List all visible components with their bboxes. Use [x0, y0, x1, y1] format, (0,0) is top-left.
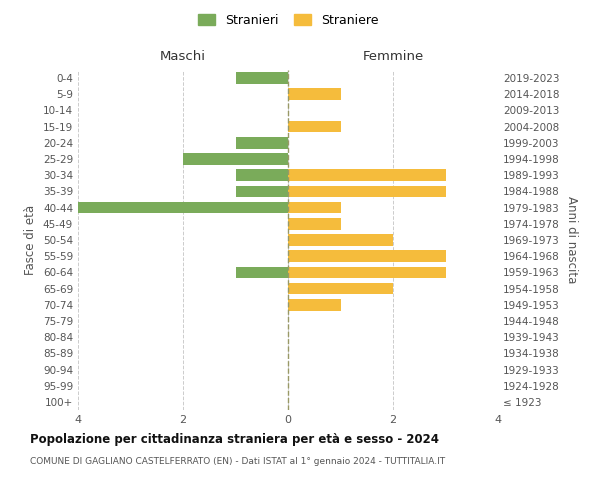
Bar: [288, 250, 445, 262]
Text: Femmine: Femmine: [362, 50, 424, 63]
Bar: [288, 88, 341, 100]
Bar: [288, 218, 341, 230]
Bar: [235, 186, 288, 198]
Bar: [78, 202, 288, 213]
Bar: [235, 266, 288, 278]
Bar: [288, 202, 341, 213]
Text: Popolazione per cittadinanza straniera per età e sesso - 2024: Popolazione per cittadinanza straniera p…: [30, 432, 439, 446]
Bar: [288, 234, 393, 246]
Y-axis label: Fasce di età: Fasce di età: [25, 205, 37, 275]
Y-axis label: Anni di nascita: Anni di nascita: [565, 196, 578, 284]
Bar: [288, 299, 341, 310]
Text: COMUNE DI GAGLIANO CASTELFERRATO (EN) - Dati ISTAT al 1° gennaio 2024 - TUTTITAL: COMUNE DI GAGLIANO CASTELFERRATO (EN) - …: [30, 458, 445, 466]
Bar: [288, 170, 445, 181]
Bar: [288, 186, 445, 198]
Text: Maschi: Maschi: [160, 50, 206, 63]
Bar: [235, 137, 288, 148]
Bar: [288, 121, 341, 132]
Bar: [235, 170, 288, 181]
Legend: Stranieri, Straniere: Stranieri, Straniere: [193, 8, 383, 32]
Bar: [183, 153, 288, 165]
Bar: [288, 282, 393, 294]
Bar: [288, 266, 445, 278]
Bar: [235, 72, 288, 84]
